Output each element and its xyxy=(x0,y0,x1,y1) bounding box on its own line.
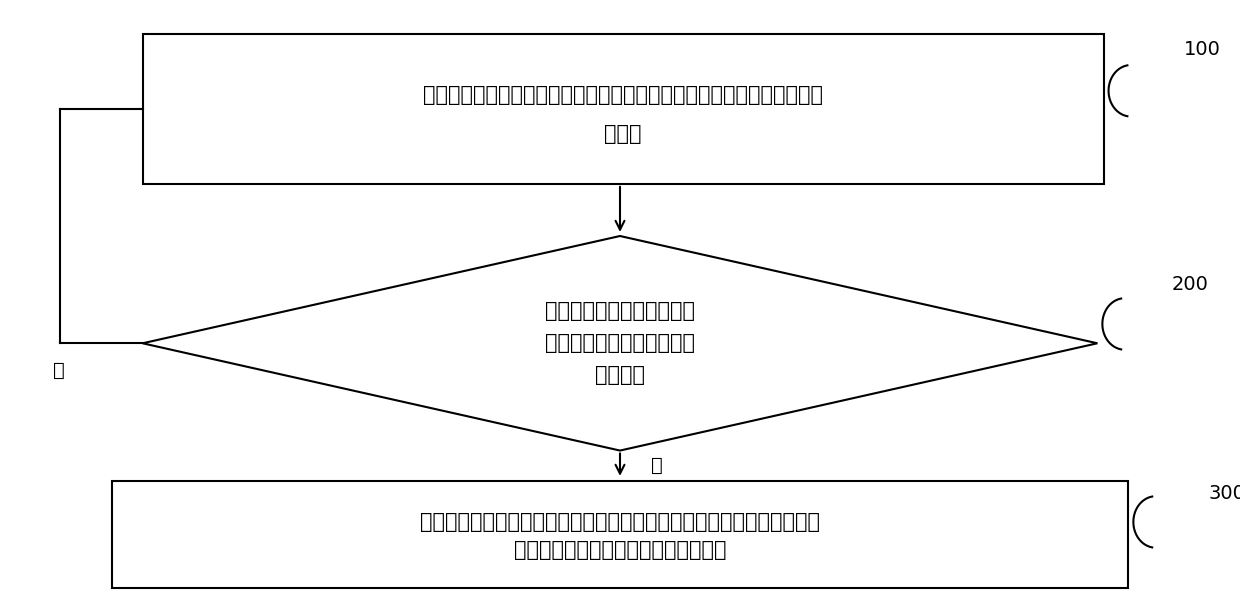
Text: 否: 否 xyxy=(53,362,64,380)
Text: 300: 300 xyxy=(1209,484,1240,503)
Bar xyxy=(112,481,1128,588)
Text: 溢出状态: 溢出状态 xyxy=(595,365,645,385)
Text: 是: 是 xyxy=(651,457,662,475)
Text: 100: 100 xyxy=(1184,40,1221,59)
Text: 200: 200 xyxy=(1172,275,1209,294)
Bar xyxy=(143,34,1104,184)
Text: 势判断所述液体是否处于待: 势判断所述液体是否处于待 xyxy=(546,333,694,353)
Text: 述防溢出指令改变加热装置的加热功率: 述防溢出指令改变加热装置的加热功率 xyxy=(513,540,727,560)
Text: 根据所述气压信号的变化趋: 根据所述气压信号的变化趋 xyxy=(546,302,694,321)
Polygon shape xyxy=(143,236,1097,451)
Text: 在盖有盖板的容器中的液体的加热过程中，根据容器内的气压状态生成气: 在盖有盖板的容器中的液体的加热过程中，根据容器内的气压状态生成气 xyxy=(423,85,823,105)
Text: 向用于加热所述液体的加热装置发送防溢出指令，使得该加热装置根据所: 向用于加热所述液体的加热装置发送防溢出指令，使得该加热装置根据所 xyxy=(420,512,820,533)
Text: 压信号: 压信号 xyxy=(604,124,642,143)
